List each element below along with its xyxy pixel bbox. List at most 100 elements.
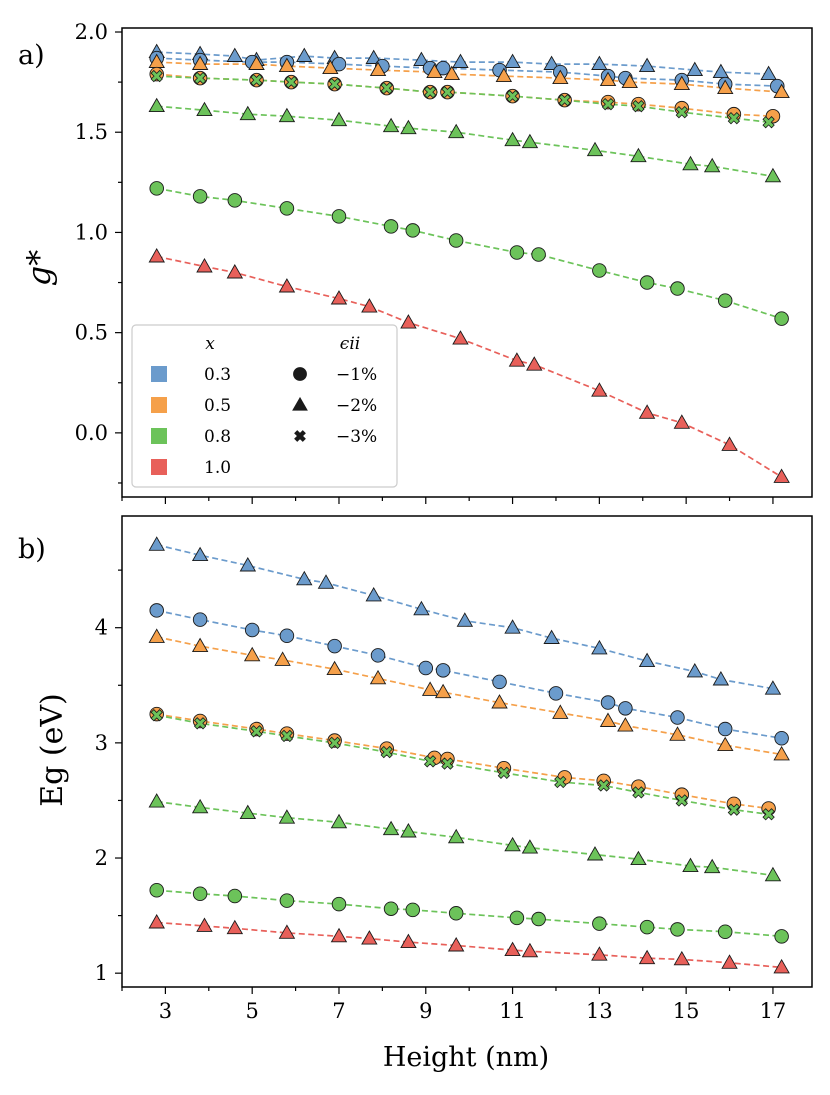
legend-color-label: 1.0 (204, 458, 231, 478)
data-point-circle (509, 910, 525, 926)
data-point-triangle (239, 804, 257, 820)
legend-color-label: 0.5 (204, 396, 231, 416)
data-point-cross (423, 755, 437, 768)
data-point-triangle (278, 107, 296, 123)
x-tick-label: 11 (499, 999, 526, 1023)
data-point-triangle (504, 619, 521, 634)
data-point-circle (331, 896, 347, 912)
data-point-triangle (382, 820, 400, 836)
data-point-triangle (630, 850, 647, 866)
panel-b-bandgap: b) 1 2 3 4 3 5 7 9 11 13 15 17 Eg (eV) Height (nm) (18, 515, 813, 1073)
y-tick-label: 3 (95, 731, 108, 755)
data-point-triangle (599, 712, 617, 727)
data-point-triangle (443, 65, 461, 81)
data-point-cross (497, 766, 511, 779)
data-point-triangle (773, 468, 790, 483)
data-point-cross (727, 803, 741, 816)
data-point-triangle (586, 141, 604, 157)
data-point-triangle (365, 586, 382, 602)
data-point-circle (531, 911, 546, 927)
legend-color-swatch (151, 366, 167, 382)
data-point-circle (548, 686, 564, 701)
data-point-circle (331, 209, 347, 224)
data-point-triangle (703, 858, 721, 874)
data-point-triangle (721, 954, 738, 969)
data-point-cross (285, 75, 298, 89)
data-point-triangle (686, 61, 704, 77)
data-point-triangle (508, 352, 526, 367)
data-point-circle (448, 233, 464, 248)
data-point-cross (554, 775, 567, 789)
series-line-0.8-triangle (156, 800, 774, 877)
series-line-0.3-circle (156, 609, 782, 740)
data-point-circle (192, 189, 208, 204)
panel-a-x-ticks (121, 497, 774, 504)
data-point-circle (418, 660, 434, 676)
data-point-cross (632, 100, 645, 113)
data-point-triangle (274, 651, 291, 666)
y-tick-label: 0.0 (75, 421, 108, 445)
data-point-triangle (196, 917, 213, 932)
panel-b-label: b) (18, 534, 46, 565)
data-point-triangle (434, 683, 452, 699)
data-point-triangle (638, 404, 656, 419)
data-point-triangle (452, 330, 469, 345)
data-point-triangle (760, 65, 777, 81)
legend-color-entries: 0.3 0.5 0.8 1.0 (151, 365, 231, 478)
data-point-triangle (682, 857, 699, 873)
data-point-triangle (638, 57, 656, 73)
y-tick-label: 1.0 (75, 220, 108, 244)
x-tick-label: 15 (673, 999, 700, 1023)
series-line-0.3-triangle (156, 51, 769, 75)
data-point-triangle (421, 681, 439, 696)
data-point-cross (380, 81, 393, 95)
legend-color-swatch (151, 428, 167, 444)
data-point-triangle (243, 646, 261, 662)
data-point-triangle (521, 942, 539, 958)
data-point-circle (618, 701, 633, 716)
legend-marker-symbol (294, 430, 306, 442)
panel-a-label: a) (18, 40, 45, 71)
data-point-triangle (504, 53, 521, 68)
data-point-triangle (673, 950, 691, 966)
data-point-circle (227, 888, 243, 904)
data-point-triangle (495, 67, 513, 83)
data-point-cross (150, 709, 163, 722)
data-point-triangle (764, 167, 782, 183)
data-point-circle (383, 219, 399, 234)
data-point-triangle (148, 247, 165, 263)
data-point-triangle (543, 629, 560, 644)
data-point-triangle (703, 157, 721, 173)
data-point-triangle (764, 866, 782, 882)
data-point-cross (632, 786, 645, 799)
data-point-triangle (456, 612, 474, 627)
data-point-triangle (526, 356, 543, 371)
data-point-circle (448, 906, 464, 921)
panel-a-y-ticks: 0.0 0.5 1.0 1.5 2.0 (75, 20, 122, 484)
panel-a-y-axis-label: g* (20, 250, 58, 286)
data-point-triangle (191, 637, 209, 653)
series-line-0.5-circle (156, 713, 769, 810)
data-point-triangle (278, 809, 296, 824)
data-point-triangle (365, 49, 382, 64)
data-point-circle (592, 263, 607, 278)
data-point-triangle (278, 57, 296, 73)
data-point-triangle (361, 298, 378, 313)
data-point-triangle (638, 652, 656, 668)
data-point-triangle (248, 55, 265, 70)
data-point-triangle (452, 53, 469, 68)
data-point-triangle (504, 941, 521, 957)
data-point-triangle (148, 536, 165, 551)
legend-marker-symbol (293, 367, 307, 381)
data-point-circle (774, 731, 789, 746)
panel-b-data-points (148, 536, 790, 974)
legend-marker-symbol (292, 396, 308, 411)
data-point-circle (149, 603, 164, 618)
data-point-triangle (400, 314, 417, 329)
data-point-cross (280, 729, 294, 743)
x-tick-label: 7 (332, 999, 345, 1023)
data-point-cross (193, 717, 207, 730)
legend: x ϵii 0.3 0.5 0.8 1.0 −1% −2% −3% (131, 324, 398, 488)
data-point-cross (328, 736, 341, 750)
data-point-triangle (712, 63, 730, 79)
